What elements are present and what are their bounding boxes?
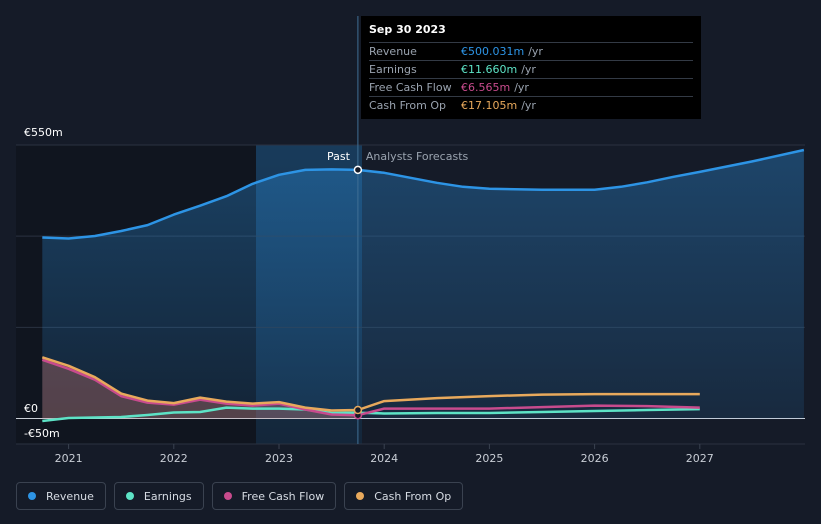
tooltip-row-label: Cash From Op	[369, 99, 447, 112]
x-tick-label: 2022	[160, 452, 188, 465]
x-axis: 2021 2022 2023 2024 2025 2026 2027	[55, 444, 714, 465]
legend-dot-icon	[223, 492, 232, 500]
y-label-bottom: -€50m	[24, 427, 60, 440]
tooltip-row: Cash From Op €17.105m/yr	[369, 96, 693, 114]
tooltip-row: Revenue €500.031m/yr	[369, 42, 693, 60]
legend-label: Revenue	[46, 489, 94, 503]
tooltip-row-unit: /yr	[528, 45, 543, 58]
revenue-line	[42, 148, 805, 240]
legend-label: Free Cash Flow	[241, 489, 325, 503]
tooltip-row-unit: /yr	[521, 99, 536, 112]
series-lines	[41, 148, 805, 423]
x-tick-label: 2021	[55, 452, 83, 465]
y-label-zero: €0	[24, 402, 38, 415]
x-tick-label: 2024	[370, 452, 398, 465]
forecast-label: Analysts Forecasts	[366, 150, 469, 163]
past-label: Past	[327, 150, 351, 163]
tooltip-row-unit: /yr	[514, 81, 529, 94]
tooltip-row-label: Earnings	[369, 63, 417, 76]
x-tick-label: 2025	[475, 452, 503, 465]
legend-dot-icon	[125, 492, 134, 500]
cash-from-op-marker	[353, 405, 363, 415]
hover-markers	[353, 165, 363, 420]
cash-from-op-line	[41, 356, 700, 412]
revenue-marker	[353, 165, 363, 175]
tooltip-row-label: Revenue	[369, 45, 417, 58]
tooltip-row: Earnings €11.660m/yr	[369, 60, 693, 78]
tooltip-row: Free Cash Flow €6.565m/yr	[369, 78, 693, 96]
x-tick-label: 2023	[265, 452, 293, 465]
legend-item-free-cash-flow[interactable]: Free Cash Flow	[211, 482, 337, 510]
legend-label: Cash From Op	[374, 489, 452, 503]
tooltip-row-value: €6.565m	[461, 81, 511, 94]
y-label-top: €550m	[24, 126, 63, 139]
legend-dot-icon	[356, 492, 365, 500]
legend-item-earnings[interactable]: Earnings	[113, 482, 204, 510]
tooltip-row-value: €500.031m	[461, 45, 525, 58]
legend-item-cash-from-op[interactable]: Cash From Op	[344, 482, 464, 510]
revenue-area	[42, 150, 804, 419]
legend-dot-icon	[28, 492, 36, 500]
tooltip-row-label: Free Cash Flow	[369, 81, 452, 94]
data-tooltip: Sep 30 2023 Revenue €500.031m/yr Earnings €…	[361, 16, 701, 119]
free-cash-flow-line	[41, 358, 700, 417]
x-tick-label: 2026	[581, 452, 609, 465]
earnings-line	[42, 406, 700, 423]
tooltip-date: Sep 30 2023	[369, 23, 446, 36]
tooltip-row-value: €17.105m	[461, 99, 518, 112]
tooltip-row-unit: /yr	[521, 63, 536, 76]
tooltip-row-value: €11.660m	[461, 63, 518, 76]
legend-item-revenue[interactable]: Revenue	[16, 482, 106, 510]
legend-label: Earnings	[143, 489, 192, 503]
chart-legend: Revenue Earnings Free Cash Flow Cash From O…	[16, 482, 464, 510]
x-tick-label: 2027	[686, 452, 714, 465]
